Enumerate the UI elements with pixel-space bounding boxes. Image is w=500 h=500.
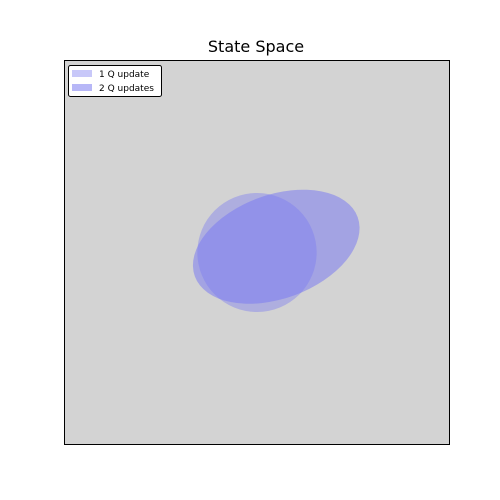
legend-swatch-1-q-update	[72, 70, 92, 77]
legend: 1 Q update 2 Q updates	[68, 65, 162, 97]
legend-label-1-q-update: 1 Q update	[99, 70, 150, 80]
legend-swatch-2-q-updates	[72, 84, 92, 91]
chart-title: State Space	[208, 37, 304, 56]
plot-frame	[64, 60, 450, 445]
series-layer	[192, 189, 360, 313]
region-2-q-updates	[192, 189, 360, 304]
legend-label-2-q-updates: 2 Q updates	[99, 84, 154, 94]
